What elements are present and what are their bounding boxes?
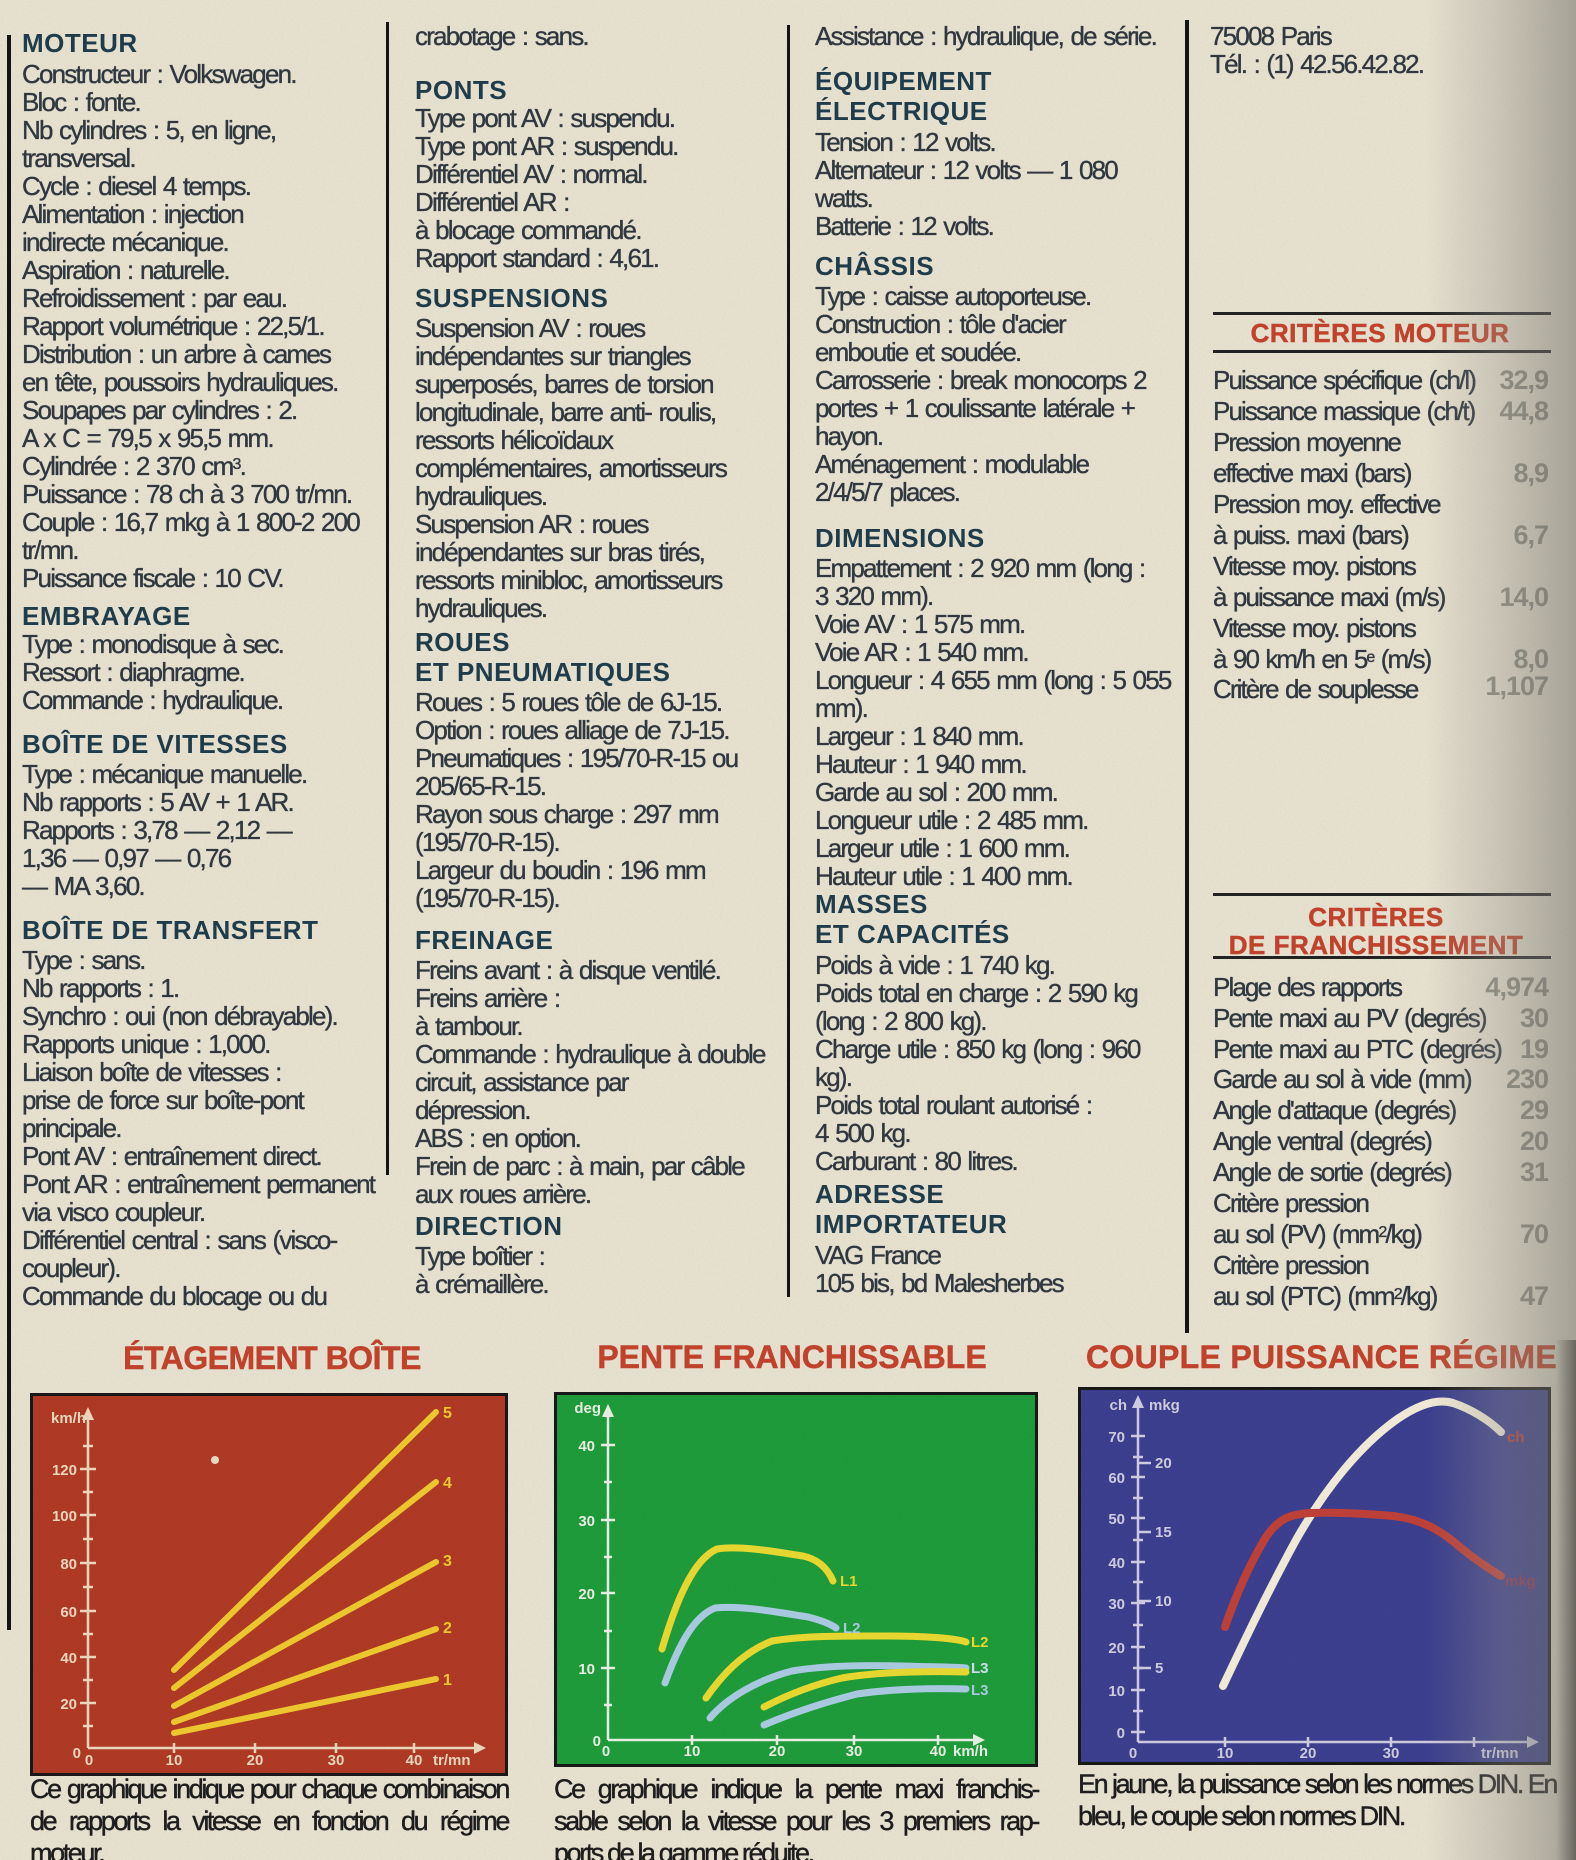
svg-text:10: 10 — [1217, 1745, 1234, 1762]
svg-text:0: 0 — [602, 1743, 610, 1760]
svg-text:30: 30 — [846, 1743, 863, 1760]
svg-text:ch: ch — [1109, 1397, 1127, 1414]
svg-text:0: 0 — [85, 1752, 93, 1769]
svg-text:30: 30 — [578, 1513, 595, 1530]
svg-text:60: 60 — [60, 1604, 77, 1621]
svg-text:km/h: km/h — [953, 1743, 988, 1760]
svg-text:60: 60 — [1108, 1470, 1125, 1487]
svg-text:0: 0 — [1129, 1745, 1137, 1762]
svg-text:L2: L2 — [843, 1620, 861, 1637]
svg-text:10: 10 — [1108, 1683, 1125, 1700]
svg-text:5: 5 — [443, 1405, 452, 1422]
svg-text:50: 50 — [1108, 1511, 1125, 1528]
svg-text:10: 10 — [166, 1752, 183, 1769]
svg-text:20: 20 — [1108, 1640, 1125, 1657]
svg-text:20: 20 — [247, 1752, 264, 1769]
svg-text:70: 70 — [1108, 1429, 1125, 1446]
svg-text:80: 80 — [60, 1556, 77, 1573]
svg-text:5: 5 — [1155, 1660, 1163, 1677]
svg-text:40: 40 — [930, 1743, 947, 1760]
svg-text:3: 3 — [443, 1553, 452, 1570]
svg-text:L2: L2 — [971, 1634, 989, 1651]
svg-text:10: 10 — [578, 1661, 595, 1678]
svg-text:20: 20 — [1155, 1455, 1172, 1472]
svg-text:4: 4 — [443, 1475, 452, 1492]
svg-text:40: 40 — [1108, 1555, 1125, 1572]
svg-text:L3: L3 — [971, 1660, 989, 1677]
svg-text:0: 0 — [593, 1733, 601, 1750]
svg-text:20: 20 — [60, 1696, 77, 1713]
svg-text:deg: deg — [574, 1400, 601, 1417]
svg-text:0: 0 — [1117, 1725, 1125, 1742]
svg-text:20: 20 — [1300, 1745, 1317, 1762]
svg-text:tr/mn: tr/mn — [433, 1752, 471, 1769]
svg-text:20: 20 — [578, 1586, 595, 1603]
svg-text:L3: L3 — [971, 1682, 989, 1699]
svg-text:km/h: km/h — [51, 1410, 86, 1427]
svg-text:40: 40 — [578, 1438, 595, 1455]
svg-text:2: 2 — [443, 1620, 452, 1637]
svg-text:40: 40 — [60, 1650, 77, 1667]
svg-text:1: 1 — [443, 1672, 452, 1689]
svg-text:30: 30 — [328, 1752, 345, 1769]
svg-text:mkg: mkg — [1149, 1397, 1180, 1414]
svg-text:10: 10 — [684, 1743, 701, 1760]
svg-text:20: 20 — [769, 1743, 786, 1760]
svg-text:15: 15 — [1155, 1524, 1172, 1541]
svg-text:L1: L1 — [840, 1573, 858, 1590]
svg-text:0: 0 — [73, 1745, 81, 1762]
svg-text:30: 30 — [1108, 1596, 1125, 1613]
svg-text:40: 40 — [406, 1752, 423, 1769]
svg-text:100: 100 — [52, 1508, 77, 1525]
svg-text:120: 120 — [52, 1462, 77, 1479]
svg-text:10: 10 — [1155, 1593, 1172, 1610]
svg-text:30: 30 — [1383, 1745, 1400, 1762]
